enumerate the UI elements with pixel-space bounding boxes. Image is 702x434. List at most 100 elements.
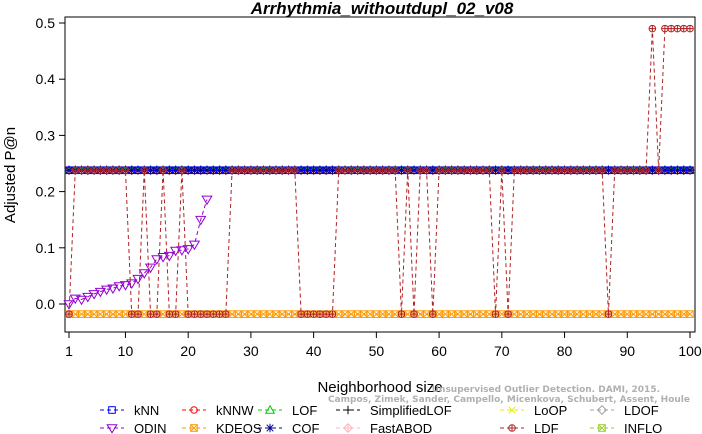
data-point (159, 166, 167, 175)
data-point (523, 166, 531, 175)
legend: kNN kNNW LOF SimplifiedLOF LoOP LDOF ODIN KDEOS… (100, 403, 662, 434)
data-point (222, 310, 230, 318)
x-tick-label: 70 (494, 343, 510, 359)
data-point (548, 166, 556, 175)
legend-label: kNNW (216, 403, 254, 418)
data-point (134, 310, 142, 318)
legend-marker (508, 424, 516, 432)
data-point (84, 166, 92, 175)
data-point (334, 166, 343, 175)
legend-label: LOF (292, 403, 317, 418)
legend-label: kNN (134, 403, 159, 418)
data-point (554, 166, 563, 175)
data-point (316, 310, 324, 318)
data-point (96, 166, 105, 175)
data-point (126, 279, 138, 289)
legend-item-knn: kNN (100, 403, 159, 418)
data-point (510, 166, 519, 175)
data-point (94, 287, 107, 298)
data-point (247, 166, 255, 175)
data-point (485, 166, 494, 175)
data-point (679, 24, 688, 33)
data-point (253, 166, 261, 175)
data-point (353, 166, 362, 175)
watermark-line-2: Campos, Zimek, Sander, Campello, Micenko… (328, 395, 690, 405)
x-axis: 1 10 20 30 40 50 60 70 80 90 100 (65, 332, 702, 359)
data-point (176, 246, 188, 256)
data-point (82, 292, 94, 303)
legend-label: INFLO (624, 421, 662, 434)
data-point (360, 166, 368, 175)
data-point (629, 166, 638, 175)
legend-marker (342, 422, 354, 434)
data-point (441, 166, 450, 175)
series-odin (63, 195, 213, 310)
x-tick-label: 60 (431, 343, 447, 359)
x-tick-label: 30 (243, 343, 259, 359)
data-point (297, 310, 305, 318)
data-point (410, 310, 418, 318)
data-point (209, 310, 218, 318)
data-point (102, 166, 111, 175)
data-point (195, 215, 207, 226)
data-point (642, 166, 650, 175)
data-point (113, 282, 125, 292)
watermark-line-1: Unsupervised Outlier Detection. DAMI, 20… (432, 385, 660, 395)
legend-item-knnw: kNNW (182, 403, 254, 418)
legend-marker (106, 424, 118, 434)
data-point (567, 166, 575, 175)
data-point (69, 294, 81, 305)
x-tick-label: 100 (678, 343, 702, 359)
data-point (163, 251, 176, 262)
legend-marker (190, 424, 198, 432)
data-point (366, 166, 374, 175)
x-tick-label: 10 (118, 343, 134, 359)
data-point (422, 166, 431, 175)
data-point (71, 166, 80, 175)
data-point (119, 281, 132, 291)
data-point (240, 166, 249, 175)
legend-item-lof: LOF (258, 403, 317, 418)
data-point (585, 166, 594, 175)
legend-item-kdeos: KDEOS (182, 421, 262, 434)
data-point (472, 166, 481, 175)
data-point (121, 166, 130, 175)
data-point (560, 310, 569, 318)
x-tick-label: 1 (65, 343, 73, 359)
data-point (127, 310, 136, 318)
data-point (309, 310, 318, 318)
legend-label: LDOF (624, 403, 659, 418)
legend-marker (265, 423, 275, 433)
data-point (479, 166, 487, 175)
data-point (592, 166, 600, 175)
data-point (372, 166, 381, 175)
data-point (504, 310, 512, 318)
data-point (303, 310, 312, 318)
legend-label: SimplifiedLOF (370, 403, 452, 418)
data-point (178, 166, 186, 175)
data-point (84, 310, 92, 318)
data-point (144, 263, 157, 274)
legend-item-fastabod: FastABOD (336, 421, 432, 434)
data-point (636, 166, 644, 175)
y-axis-label: Adjusted P@n (2, 127, 19, 223)
data-point (541, 166, 550, 175)
legend-label: COF (292, 421, 320, 434)
data-point (516, 166, 525, 175)
data-point (265, 166, 274, 175)
data-point (132, 274, 144, 285)
x-tick-label: 90 (619, 343, 635, 359)
data-point (341, 166, 349, 175)
legend-marker (508, 406, 516, 414)
y-tick-label: 0.2 (36, 184, 56, 200)
data-point (686, 166, 694, 175)
data-point (686, 24, 694, 33)
legend-item-odin: ODIN (100, 421, 167, 434)
data-point (447, 166, 456, 175)
data-point (378, 166, 387, 175)
y-tick-label: 0.5 (36, 15, 56, 31)
data-point (272, 166, 280, 175)
data-point (472, 310, 481, 318)
data-point (397, 310, 406, 318)
